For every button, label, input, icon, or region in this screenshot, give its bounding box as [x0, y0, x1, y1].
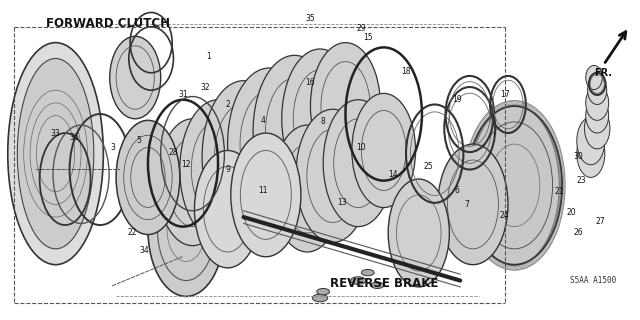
Text: 33: 33: [51, 129, 60, 138]
Ellipse shape: [253, 55, 336, 208]
Text: 17: 17: [500, 91, 509, 100]
Text: 2: 2: [225, 100, 230, 109]
Text: 31: 31: [178, 91, 188, 100]
Text: 28: 28: [169, 148, 178, 156]
Ellipse shape: [157, 119, 228, 246]
Circle shape: [312, 294, 328, 302]
Ellipse shape: [272, 125, 342, 252]
Text: 15: 15: [363, 33, 372, 42]
Text: 29: 29: [356, 24, 366, 33]
Text: 13: 13: [337, 198, 347, 207]
Text: 25: 25: [424, 162, 433, 171]
Circle shape: [362, 269, 374, 276]
Ellipse shape: [195, 150, 260, 268]
Ellipse shape: [323, 100, 394, 227]
Ellipse shape: [352, 93, 415, 208]
Ellipse shape: [586, 98, 609, 133]
Text: 27: 27: [596, 217, 605, 226]
Text: 23: 23: [577, 176, 586, 185]
Text: 7: 7: [464, 200, 469, 209]
Circle shape: [351, 277, 366, 284]
Text: 21: 21: [554, 187, 564, 196]
Text: 22: 22: [127, 228, 137, 237]
Ellipse shape: [577, 117, 605, 165]
Ellipse shape: [296, 109, 370, 243]
Text: 9: 9: [225, 165, 230, 174]
Text: FORWARD CLUTCH: FORWARD CLUTCH: [46, 17, 170, 30]
Text: 6: 6: [454, 186, 460, 195]
Ellipse shape: [8, 43, 103, 265]
Text: 24: 24: [500, 211, 509, 220]
Ellipse shape: [231, 133, 301, 257]
Ellipse shape: [586, 85, 609, 120]
Ellipse shape: [467, 106, 562, 265]
Ellipse shape: [584, 108, 610, 149]
Ellipse shape: [586, 66, 602, 90]
Circle shape: [317, 288, 330, 295]
Text: 5: 5: [136, 136, 141, 146]
Text: 14: 14: [388, 170, 398, 179]
Text: 18: 18: [401, 67, 411, 76]
Ellipse shape: [438, 144, 508, 265]
Text: REVERSE BRAKE: REVERSE BRAKE: [330, 277, 438, 290]
Text: 10: 10: [356, 143, 366, 152]
Text: 32: 32: [200, 83, 210, 92]
Text: 30: 30: [573, 152, 583, 161]
Circle shape: [371, 282, 384, 288]
Text: 20: 20: [567, 208, 577, 217]
Ellipse shape: [148, 163, 225, 296]
Text: 1: 1: [206, 52, 211, 61]
Text: 36: 36: [70, 133, 79, 142]
Text: FR.: FR.: [595, 68, 612, 78]
Text: S5AA A1500: S5AA A1500: [570, 276, 616, 285]
Ellipse shape: [17, 59, 94, 249]
Ellipse shape: [202, 81, 285, 233]
Ellipse shape: [228, 68, 310, 220]
Ellipse shape: [109, 36, 161, 119]
Ellipse shape: [577, 130, 605, 178]
Text: 11: 11: [258, 186, 268, 195]
Ellipse shape: [116, 120, 180, 235]
Ellipse shape: [588, 76, 607, 105]
Text: 35: 35: [305, 14, 316, 23]
Text: 8: 8: [321, 117, 326, 126]
Text: 16: 16: [306, 78, 316, 87]
Text: 3: 3: [111, 143, 115, 152]
Text: 12: 12: [181, 160, 191, 169]
Text: 4: 4: [260, 116, 265, 125]
Ellipse shape: [310, 43, 381, 170]
Ellipse shape: [282, 49, 358, 188]
Text: 19: 19: [452, 95, 462, 104]
Ellipse shape: [180, 100, 256, 239]
Text: 34: 34: [140, 246, 150, 255]
Text: 26: 26: [573, 228, 583, 237]
Ellipse shape: [388, 179, 449, 287]
